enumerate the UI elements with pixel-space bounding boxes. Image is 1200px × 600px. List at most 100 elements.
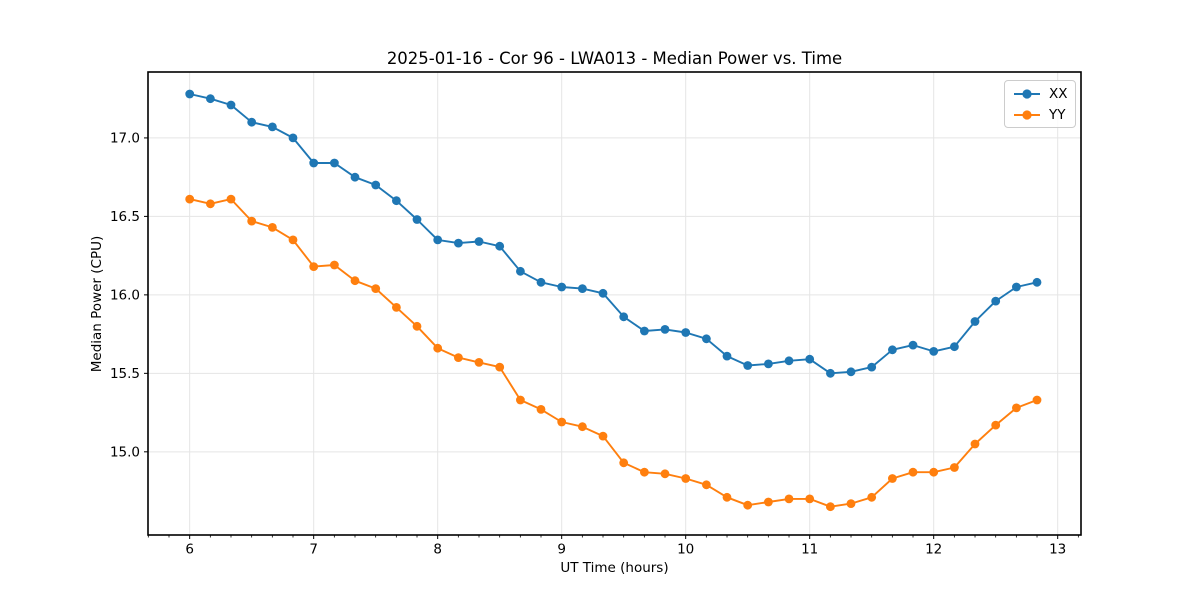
- data-point-yy: [578, 422, 587, 432]
- data-point-xx: [350, 172, 360, 182]
- data-point-xx: [1032, 277, 1042, 287]
- data-point-xx: [681, 328, 691, 337]
- x-tick-label: 6: [185, 542, 194, 558]
- plot-border: [147, 71, 1082, 536]
- legend-label-yy: YY: [1049, 106, 1066, 123]
- data-point-xx: [206, 94, 215, 104]
- data-point-yy: [681, 474, 691, 483]
- data-point-xx: [929, 347, 939, 356]
- chart-title: 2025-01-16 - Cor 96 - LWA013 - Median Po…: [386, 49, 843, 68]
- data-point-yy: [867, 492, 877, 502]
- data-point-yy: [206, 199, 215, 209]
- data-point-yy: [846, 499, 856, 508]
- data-point-xx: [536, 277, 546, 287]
- y-tick-label: 16.5: [110, 209, 140, 225]
- data-point-xx: [805, 354, 815, 364]
- data-point-yy: [805, 494, 815, 504]
- data-point-xx: [247, 117, 257, 127]
- data-point-yy: [371, 284, 381, 293]
- x-tick-label: 9: [557, 542, 566, 558]
- data-point-xx: [784, 356, 794, 366]
- data-point-xx: [640, 326, 649, 336]
- legend-line-marker-icon: [1014, 88, 1040, 99]
- data-point-xx: [495, 241, 505, 251]
- data-point-yy: [950, 463, 959, 472]
- data-point-yy: [557, 417, 567, 427]
- data-point-yy: [722, 492, 732, 502]
- y-tick-label: 16.0: [110, 288, 140, 304]
- data-point-xx: [1012, 282, 1021, 292]
- y-tick-label: 17.0: [110, 131, 140, 147]
- y-tick-label: 15.5: [110, 366, 140, 382]
- legend: XX YY: [1004, 80, 1076, 128]
- data-point-yy: [516, 395, 525, 405]
- data-point-xx: [867, 362, 877, 372]
- data-point-yy: [412, 321, 422, 331]
- data-point-yy: [784, 494, 794, 504]
- data-point-yy: [702, 480, 711, 490]
- data-point-xx: [722, 351, 732, 361]
- data-point-xx: [970, 317, 980, 326]
- data-point-yy: [536, 405, 546, 414]
- data-point-yy: [743, 500, 753, 510]
- data-point-yy: [330, 260, 339, 270]
- x-tick-label: 8: [433, 542, 442, 558]
- y-tick-label: 15.0: [110, 445, 140, 461]
- data-point-xx: [702, 334, 711, 344]
- y-axis-label: Median Power (CPU): [89, 235, 105, 373]
- data-point-yy: [495, 362, 505, 372]
- x-tick-label: 11: [801, 542, 818, 558]
- data-point-yy: [350, 276, 360, 286]
- data-point-yy: [888, 474, 897, 483]
- data-point-xx: [412, 215, 422, 224]
- data-point-xx: [888, 345, 897, 355]
- data-point-xx: [288, 133, 298, 143]
- data-point-xx: [474, 237, 484, 246]
- data-point-yy: [660, 469, 670, 479]
- data-point-xx: [846, 367, 856, 377]
- data-point-yy: [392, 303, 401, 312]
- x-tick-label: 12: [925, 542, 942, 558]
- x-tick-label: 7: [309, 542, 318, 558]
- data-point-xx: [557, 282, 567, 292]
- data-point-xx: [330, 158, 339, 168]
- x-tick-label: 13: [1049, 542, 1066, 558]
- data-point-xx: [226, 100, 236, 110]
- legend-item-yy: YY: [1012, 104, 1068, 125]
- data-point-yy: [309, 262, 319, 271]
- data-point-xx: [268, 122, 277, 132]
- data-point-yy: [185, 194, 195, 204]
- data-point-yy: [908, 467, 918, 477]
- data-point-yy: [991, 420, 1001, 430]
- data-point-yy: [598, 431, 608, 441]
- x-tick-label: 10: [677, 542, 694, 558]
- data-point-xx: [619, 312, 629, 322]
- data-point-yy: [226, 194, 236, 204]
- data-point-xx: [598, 288, 608, 298]
- data-point-xx: [578, 284, 587, 293]
- data-point-xx: [908, 340, 918, 350]
- data-point-yy: [929, 467, 939, 477]
- data-point-xx: [826, 368, 835, 378]
- data-point-xx: [516, 266, 525, 276]
- data-point-yy: [288, 235, 298, 245]
- legend-item-xx: XX: [1012, 83, 1068, 104]
- data-point-xx: [764, 359, 773, 369]
- data-point-xx: [392, 196, 401, 206]
- data-point-yy: [247, 216, 257, 226]
- data-point-xx: [454, 238, 463, 248]
- data-point-yy: [764, 497, 773, 507]
- data-point-yy: [640, 467, 649, 477]
- data-point-yy: [268, 223, 277, 232]
- data-point-xx: [433, 235, 443, 245]
- data-point-yy: [1012, 403, 1021, 413]
- data-point-xx: [991, 296, 1001, 306]
- data-point-xx: [660, 325, 670, 334]
- data-point-yy: [454, 353, 463, 362]
- data-point-yy: [1032, 395, 1042, 405]
- series-line-yy: [189, 198, 1038, 508]
- legend-label-xx: XX: [1049, 85, 1068, 102]
- data-point-xx: [371, 180, 381, 190]
- data-point-yy: [474, 358, 484, 367]
